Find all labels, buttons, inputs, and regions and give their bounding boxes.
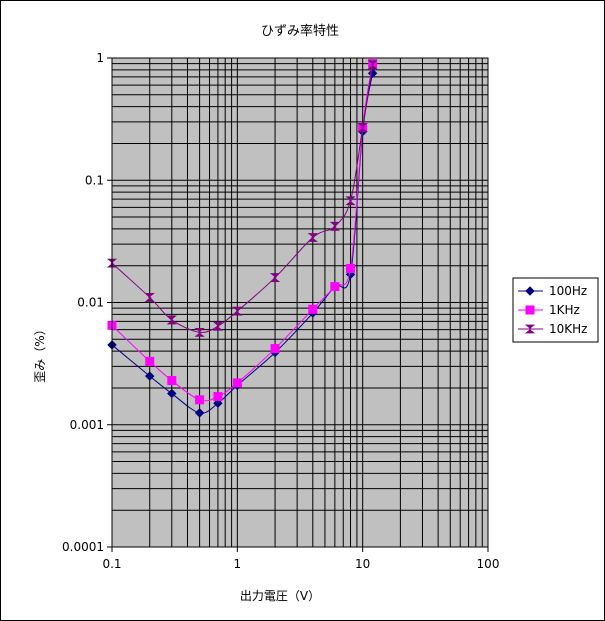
diamond-marker [194, 408, 205, 418]
series-line [111, 64, 374, 334]
x-axis-label: 出力電圧（V） [240, 589, 320, 603]
diamond-marker [213, 398, 223, 408]
legend-label: 1KHz [549, 303, 580, 317]
diamond-marker [525, 286, 535, 296]
y-tick-label: 0.001 [70, 418, 104, 432]
square-marker [346, 263, 356, 273]
y-tick-label: 1 [96, 51, 104, 65]
y-tick-label: 0.0001 [62, 540, 104, 554]
diamond-marker [167, 388, 177, 399]
square-marker [167, 376, 177, 386]
x-tick-label: 100 [477, 557, 500, 571]
square-marker [213, 392, 223, 402]
hourglass-marker [232, 306, 243, 316]
hourglass-marker [212, 321, 224, 331]
square-marker [330, 282, 340, 292]
square-marker [232, 378, 242, 388]
series-layer [106, 59, 378, 418]
hourglass-marker [194, 327, 205, 337]
y-axis-label: 歪み（%） [33, 323, 47, 382]
x-tick-label: 0.1 [102, 557, 121, 571]
hourglass-marker [166, 315, 177, 325]
x-tick-label: 10 [355, 557, 370, 571]
square-marker [195, 395, 205, 405]
square-marker [145, 356, 155, 366]
square-marker [308, 304, 318, 314]
series-10khz [106, 60, 378, 337]
diamond-marker [145, 371, 155, 381]
legend-label: 10KHz [549, 322, 587, 336]
legend: 100Hz 1KHz 10KHz [512, 277, 599, 343]
hourglass-marker [144, 293, 155, 302]
hourglass-marker [367, 60, 378, 70]
y-tick-label: 0.01 [77, 296, 104, 310]
hourglass-marker [329, 221, 341, 231]
square-marker [525, 305, 535, 315]
hourglass-marker [357, 123, 368, 132]
hourglass-marker [307, 233, 318, 242]
y-tick-label: 0.1 [85, 173, 104, 187]
square-marker [270, 344, 280, 354]
hourglass-marker [524, 324, 536, 334]
hourglass-marker [345, 196, 356, 206]
grid-lines [111, 58, 488, 548]
chart-title: ひずみ率特性 [261, 23, 339, 39]
x-tick-label: 1 [234, 557, 242, 571]
hourglass-marker [269, 273, 281, 282]
legend-label: 100Hz [549, 284, 587, 298]
axis-layer: 0.1 1 10 100 0.0001 0.001 0.01 0.1 1 [62, 51, 499, 571]
